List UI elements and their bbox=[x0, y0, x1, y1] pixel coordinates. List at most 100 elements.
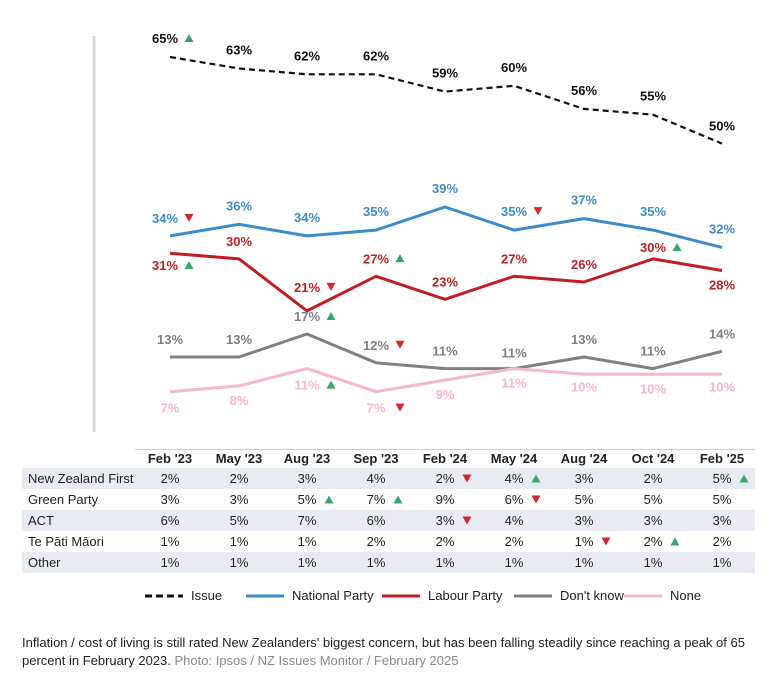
column-header: Feb '25 bbox=[700, 451, 744, 466]
legend-item: None bbox=[624, 588, 701, 603]
data-label: 37% bbox=[571, 193, 597, 208]
data-label: 17% bbox=[294, 309, 320, 324]
data-label: 10% bbox=[709, 379, 735, 394]
series-line bbox=[169, 205, 723, 249]
data-label: 28% bbox=[709, 277, 735, 292]
table-cell: 2% bbox=[436, 534, 455, 549]
table-cell: 2% bbox=[713, 534, 732, 549]
data-label: 34% bbox=[152, 211, 178, 226]
arrow-up-icon bbox=[184, 34, 194, 42]
table-cell: 1% bbox=[505, 555, 524, 570]
table-cell: 2% bbox=[644, 534, 663, 549]
table-cell: 3% bbox=[575, 471, 594, 486]
table-cell: 2% bbox=[505, 534, 524, 549]
arrow-up-icon bbox=[672, 242, 682, 251]
legend-label: Issue bbox=[191, 588, 222, 603]
table-cell: 3% bbox=[644, 513, 663, 528]
data-label: 35% bbox=[640, 204, 666, 219]
series-none bbox=[169, 367, 722, 394]
data-label: 11% bbox=[294, 378, 320, 393]
table-cell: 3% bbox=[230, 492, 249, 507]
table-cell: 1% bbox=[230, 555, 249, 570]
column-header: Feb '23 bbox=[148, 451, 192, 466]
column-header: May '24 bbox=[491, 451, 538, 466]
legend-label: None bbox=[670, 588, 701, 603]
data-label: 14% bbox=[709, 326, 735, 341]
data-table: Feb '23 May '23 Aug '23 Sep '23 Feb '24 May '… bbox=[22, 449, 755, 573]
table-cell: 5% bbox=[298, 492, 317, 507]
data-label: 30% bbox=[640, 240, 666, 255]
arrow-down-icon bbox=[395, 403, 405, 412]
table-cell: 7% bbox=[298, 513, 317, 528]
table-cell: 1% bbox=[230, 534, 249, 549]
table-cell: 2% bbox=[644, 471, 663, 486]
series-labels: 31% 30% 21% 27% 23% 27% 26% 30% 28% bbox=[152, 234, 735, 295]
arrow-up-icon bbox=[324, 495, 334, 504]
arrow-up-icon bbox=[531, 474, 541, 483]
figure-caption: Inflation / cost of living is still rate… bbox=[22, 634, 767, 670]
table-cell: 6% bbox=[505, 492, 524, 507]
series-labels: 7% 8% 11% 7% 9% 11% 10% 10% 10% bbox=[161, 376, 736, 416]
column-header: Oct '24 bbox=[632, 451, 676, 466]
data-label: 65% bbox=[152, 31, 178, 46]
series-don-t-know bbox=[170, 332, 723, 371]
series-issue bbox=[169, 55, 723, 145]
column-header: Sep '23 bbox=[353, 451, 398, 466]
row-stripe bbox=[22, 468, 755, 489]
table-cell: 4% bbox=[367, 471, 386, 486]
series-line bbox=[170, 332, 723, 371]
data-label: 63% bbox=[226, 43, 252, 58]
table-row: Other 1% 1% 1% 1% 1% 1% 1% 1% 1% bbox=[22, 552, 755, 573]
arrow-up-icon bbox=[739, 474, 749, 483]
legend-label: National Party bbox=[292, 588, 374, 603]
data-label: 7% bbox=[161, 401, 180, 416]
data-label: 62% bbox=[294, 48, 320, 63]
issues-line-chart: 65%63% 62% 62%59% 60%56% 55%50%34%36%34% 35%3… bbox=[22, 31, 755, 603]
data-label: 32% bbox=[709, 221, 735, 236]
photo-credit: Photo: Ipsos / NZ Issues Monitor / Febru… bbox=[174, 653, 459, 668]
data-label: 34% bbox=[294, 210, 320, 225]
data-label: 13% bbox=[571, 332, 597, 347]
data-label: 26% bbox=[571, 257, 597, 272]
data-label: 27% bbox=[363, 251, 389, 266]
legend: Issue National Party Labour Party Don't kno… bbox=[145, 588, 701, 603]
table-cell: 1% bbox=[575, 555, 594, 570]
table-cell: 6% bbox=[367, 513, 386, 528]
data-label: 11% bbox=[501, 376, 527, 391]
legend-item: Labour Party bbox=[382, 588, 503, 603]
data-label: 55% bbox=[640, 89, 666, 104]
table-cell: 1% bbox=[436, 555, 455, 570]
data-label: 12% bbox=[363, 338, 389, 353]
table-cell: 1% bbox=[298, 555, 317, 570]
row-label: Te Pāti Māori bbox=[28, 534, 104, 549]
arrow-down-icon bbox=[395, 340, 405, 349]
data-label: 9% bbox=[436, 387, 455, 402]
table-cell: 2% bbox=[367, 534, 386, 549]
data-label: 59% bbox=[432, 66, 458, 81]
column-header: May '23 bbox=[216, 451, 262, 466]
column-header: Aug '23 bbox=[284, 451, 330, 466]
data-label: 11% bbox=[432, 344, 458, 359]
table-cell: 1% bbox=[644, 555, 663, 570]
table-cell: 5% bbox=[230, 513, 249, 528]
table-cell: 4% bbox=[505, 471, 524, 486]
arrow-down-icon bbox=[462, 516, 472, 525]
row-label: Other bbox=[28, 555, 61, 570]
arrow-down-icon bbox=[462, 474, 472, 483]
data-label: 23% bbox=[432, 274, 458, 289]
arrow-down-icon bbox=[533, 207, 543, 216]
arrow-down-icon bbox=[601, 537, 611, 546]
legend-label: Don't know bbox=[560, 588, 625, 603]
table-cell: 5% bbox=[644, 492, 663, 507]
data-label: 60% bbox=[501, 60, 527, 75]
arrow-down-icon bbox=[184, 213, 194, 222]
caption-text: Inflation / cost of living is still rate… bbox=[22, 635, 745, 668]
series-labour-party bbox=[169, 251, 723, 313]
data-label: 50% bbox=[709, 119, 735, 134]
table-cell: 1% bbox=[161, 555, 180, 570]
series-labels: 65% 63% 62% 62% 59% 60% 56% 55% 50% bbox=[152, 31, 735, 134]
data-label: 8% bbox=[230, 393, 249, 408]
table-cell: 1% bbox=[298, 534, 317, 549]
data-label: 39% bbox=[432, 181, 458, 196]
table-cell: 1% bbox=[713, 555, 732, 570]
